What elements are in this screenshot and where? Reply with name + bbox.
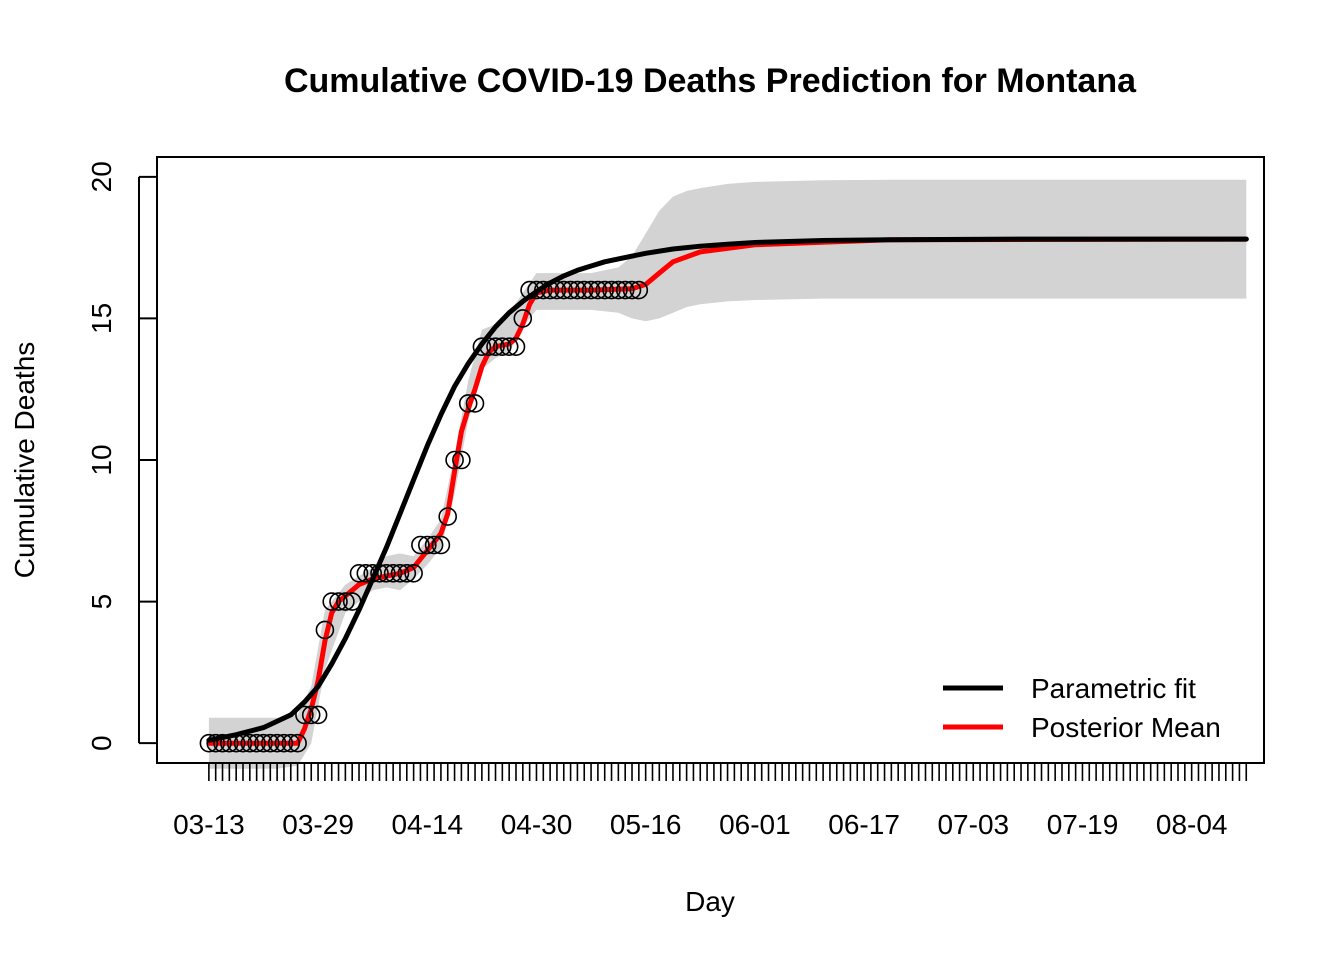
y-tick-label: 15: [86, 303, 117, 334]
observed-point: [465, 394, 485, 413]
observed-point: [206, 733, 225, 753]
x-axis-label: Day: [685, 886, 735, 917]
observed-point: [554, 280, 574, 300]
observed-point: [376, 563, 396, 583]
x-tick-label: 07-03: [937, 809, 1009, 840]
observed-point: [322, 592, 342, 611]
observed-point: [615, 280, 635, 300]
observed-point: [247, 733, 266, 753]
y-axis-label: Cumulative Deaths: [9, 342, 40, 579]
observed-point: [267, 733, 287, 753]
observed-point: [588, 280, 608, 300]
chart-title: Cumulative COVID-19 Deaths Prediction fo…: [284, 62, 1137, 100]
x-tick-label: 08-04: [1156, 809, 1228, 840]
x-tick-label: 06-17: [828, 809, 900, 840]
observed-point: [622, 280, 642, 300]
observed-point: [629, 280, 649, 300]
observed-point: [274, 733, 294, 753]
observed-point: [390, 563, 410, 583]
x-tick-label: 04-30: [501, 809, 573, 840]
observed-point: [411, 535, 430, 555]
observed-point: [527, 280, 546, 300]
x-tick-label: 07-19: [1047, 809, 1119, 840]
x-tick-label: 03-13: [173, 809, 245, 840]
observed-point: [295, 705, 314, 725]
observed-point: [506, 337, 526, 357]
observed-point: [370, 563, 389, 583]
legend-label-posterior: Posterior Mean: [1031, 712, 1221, 743]
observed-point: [404, 563, 423, 583]
observed-point: [540, 280, 560, 300]
observed-point: [472, 337, 492, 357]
observed-point: [513, 309, 533, 328]
observed-point: [561, 280, 580, 300]
observed-points: [199, 280, 649, 753]
observed-point: [254, 733, 273, 753]
y-tick-label: 10: [86, 444, 117, 475]
observed-point: [349, 563, 369, 583]
observed-point: [452, 450, 471, 470]
observed-point: [233, 733, 253, 753]
observed-point: [363, 563, 383, 583]
observed-point: [308, 705, 328, 725]
y-tick-label: 0: [86, 735, 117, 751]
observed-point: [397, 563, 417, 583]
observed-point: [458, 394, 478, 413]
observed-point: [199, 733, 219, 753]
observed-point: [301, 705, 321, 725]
observed-point: [438, 507, 458, 526]
observed-point: [383, 563, 403, 583]
x-tick-label: 03-29: [282, 809, 354, 840]
observed-point: [417, 535, 437, 555]
x-axis: 03-13 03-29 04-14 04-30 05-16 06-01 06-17 07-03…: [173, 762, 1248, 840]
observed-point: [445, 450, 464, 470]
observed-point: [288, 733, 307, 753]
x-tick-label: 04-14: [391, 809, 463, 840]
observed-point: [574, 280, 594, 300]
legend: Parametric fit Posterior Mean: [943, 673, 1221, 743]
observed-point: [424, 535, 444, 555]
observed-point: [479, 337, 499, 357]
observed-point: [356, 563, 376, 583]
observed-point: [220, 733, 239, 753]
observed-point: [315, 620, 335, 640]
series-lines: [206, 236, 1249, 746]
observed-point: [226, 733, 246, 753]
observed-point: [492, 337, 512, 357]
observed-point: [431, 535, 451, 555]
parametric-fit-line: [206, 236, 1249, 743]
observed-point: [336, 592, 355, 611]
observed-point: [281, 733, 301, 753]
observed-point: [547, 280, 567, 300]
observed-point: [533, 280, 553, 300]
observed-point: [581, 280, 601, 300]
observed-point: [240, 733, 260, 753]
y-axis: 0 5 10 15 20: [86, 161, 157, 751]
observed-point: [568, 280, 587, 300]
legend-label-parametric: Parametric fit: [1031, 673, 1196, 704]
observed-point: [342, 592, 362, 611]
observed-point: [520, 280, 539, 300]
observed-point: [602, 280, 621, 300]
observed-point: [329, 592, 348, 611]
x-tick-label: 05-16: [610, 809, 682, 840]
observed-point: [609, 280, 628, 300]
x-tick-label: 06-01: [719, 809, 791, 840]
observed-point: [213, 733, 232, 753]
observed-point: [499, 337, 519, 357]
y-tick-label: 20: [86, 161, 117, 192]
y-tick-label: 5: [86, 594, 117, 610]
posterior-mean-line: [206, 236, 1249, 746]
observed-point: [595, 280, 615, 300]
observed-point: [486, 337, 505, 357]
observed-point: [260, 733, 280, 753]
